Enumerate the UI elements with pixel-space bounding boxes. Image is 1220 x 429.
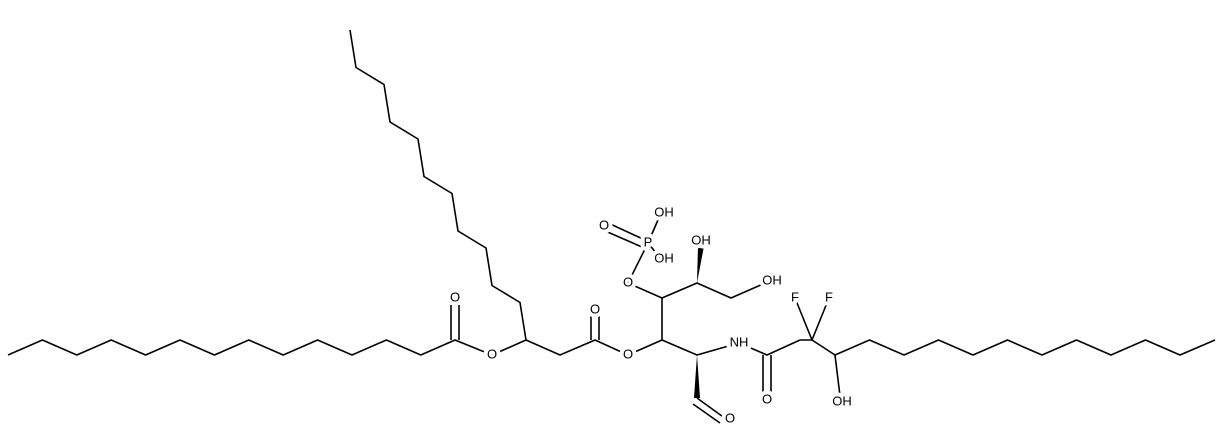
atom-label: OH (654, 250, 674, 265)
atom-label: F (791, 289, 799, 304)
bond (800, 339, 1216, 356)
atom-label: O (450, 289, 460, 304)
bond (834, 354, 841, 397)
bond (647, 212, 662, 244)
atom-label: F (825, 289, 833, 304)
bond (602, 229, 643, 248)
wedge-bond (694, 355, 700, 398)
bond (661, 280, 771, 299)
atom-label: O (599, 217, 609, 232)
atom-label: NH (730, 334, 749, 349)
atom-label: OH (762, 272, 782, 287)
wedge-bond (697, 246, 704, 283)
bond (661, 339, 801, 356)
bond (794, 297, 813, 341)
bond (349, 29, 527, 341)
bond (7, 339, 663, 356)
bond (811, 297, 830, 341)
bond (647, 242, 662, 260)
bond (692, 403, 721, 424)
atom-label: O (725, 410, 735, 425)
bond (627, 282, 663, 340)
atom-label: O (623, 346, 633, 361)
atom-label: OH (691, 232, 711, 247)
bond (605, 221, 646, 241)
atom-labels: O O O O O P O OH OH OH OH NH O F F OH O (446, 200, 856, 429)
atom-label: OH (654, 204, 674, 219)
atom-label: OH (832, 393, 852, 408)
atom-label: O (762, 391, 772, 406)
atom-label: O (487, 346, 497, 361)
bonds (7, 29, 1216, 424)
bond (627, 242, 649, 284)
atom-label: O (623, 274, 633, 289)
atom-label: O (590, 301, 600, 316)
atom-label: P (644, 234, 653, 249)
bond (696, 397, 727, 420)
